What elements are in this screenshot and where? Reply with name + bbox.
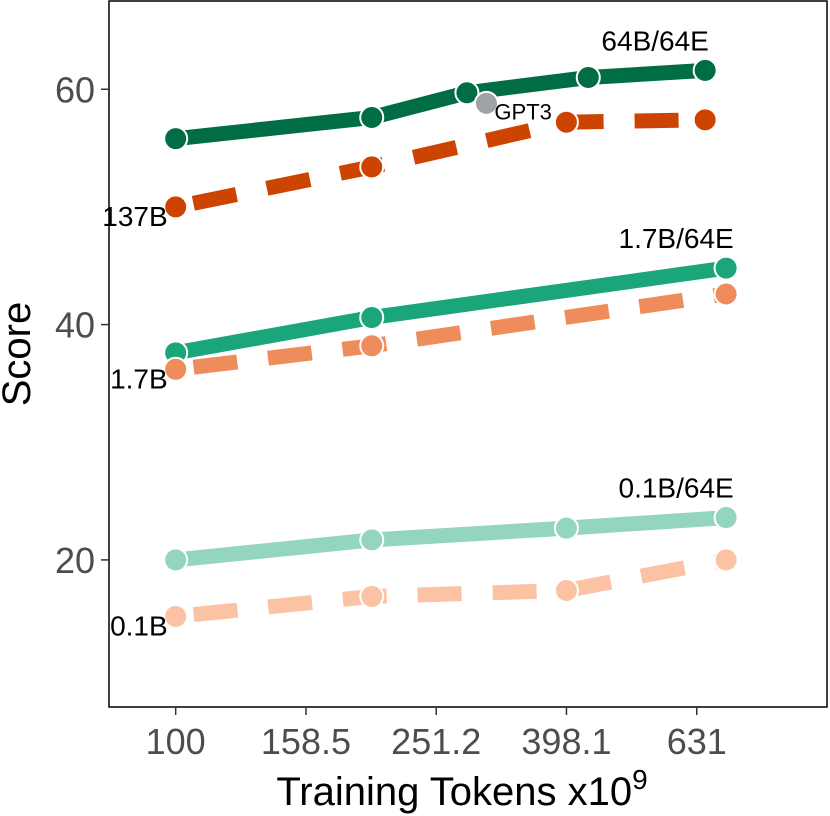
y-tick-label: 20 [55, 540, 95, 581]
y-tick-label: 40 [55, 305, 95, 346]
data-point [163, 356, 189, 382]
plot-panel [108, 0, 828, 708]
x-tick-label: 158.5 [261, 721, 351, 762]
data-point [692, 57, 718, 83]
data-point [359, 104, 385, 130]
x-tick-label: 631 [667, 721, 727, 762]
data-point [713, 547, 739, 573]
x-tick-label: 100 [146, 721, 206, 762]
data-point [163, 547, 189, 573]
x-tick-label: 251.2 [391, 721, 481, 762]
y-tick-label: 60 [55, 69, 95, 110]
data-point [163, 603, 189, 629]
series-label: 137B [102, 201, 167, 232]
series-line [174, 552, 728, 624]
data-point [553, 578, 579, 604]
axis-layer: 20 40 60 100 158.5 251.2 398.1 631 [55, 69, 727, 762]
x-axis-title: Training Tokens x109 [276, 764, 647, 814]
y-axis-title: Score [0, 302, 39, 407]
series-line [174, 112, 706, 215]
annotation-point [473, 90, 499, 116]
data-point [359, 154, 385, 180]
series-label: 1.7B/64E [619, 223, 734, 254]
data-point [713, 255, 739, 281]
data-point [553, 109, 579, 135]
data-point [163, 126, 189, 152]
x-tick-label: 398.1 [521, 721, 611, 762]
series-label: 0.1B [110, 610, 168, 641]
data-point [359, 527, 385, 553]
data-point [713, 281, 739, 307]
data-point [553, 515, 579, 541]
data-point [163, 194, 189, 220]
series-label: 1.7B [110, 363, 168, 394]
series-label: 64B/64E [601, 25, 708, 56]
series-layer [163, 57, 739, 629]
data-point [454, 80, 480, 106]
x-axis-title-superscript: 9 [632, 764, 648, 795]
series-label: 0.1B/64E [619, 473, 734, 504]
annotation-label: GPT3 [494, 99, 551, 124]
data-point [359, 333, 385, 359]
x-axis-title-text: Training Tokens x10 [276, 770, 632, 814]
series-line [174, 510, 727, 568]
label-layer: 64B/64E 137B 1.7B/64E 1.7B 0.1B/64E 0.1B GPT3 [102, 25, 733, 641]
data-point [692, 107, 718, 133]
data-point [713, 505, 739, 531]
data-point [359, 583, 385, 609]
data-point [359, 305, 385, 331]
data-point [575, 64, 601, 90]
